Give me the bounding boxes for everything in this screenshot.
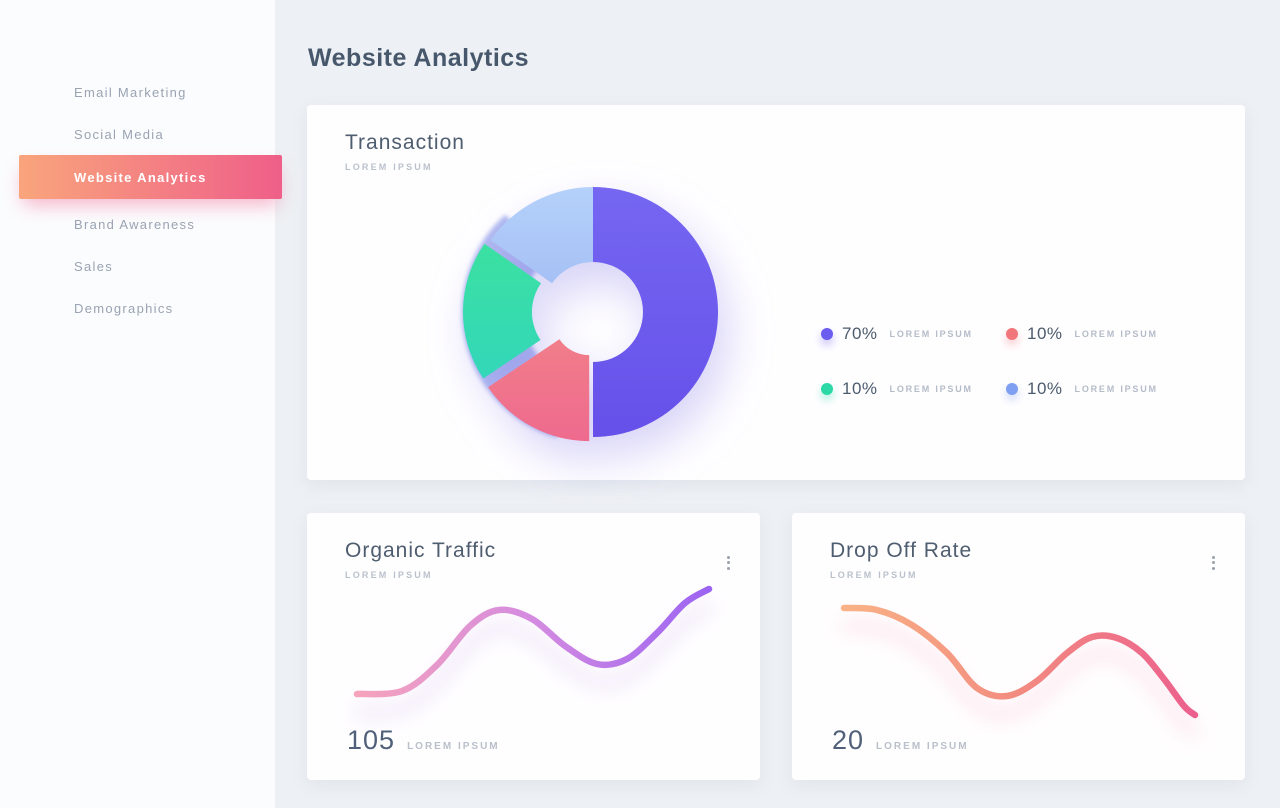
legend-dot-pink-icon	[1006, 328, 1018, 340]
drop-off-rate-stat-value: 20	[832, 725, 865, 755]
sidebar: Email Marketing Social Media Website Ana…	[0, 0, 282, 808]
legend-value: 70%	[842, 324, 878, 343]
organic-traffic-card: Organic Traffic LOREM IPSUM 105 LOREM IP…	[307, 513, 760, 780]
drop-off-rate-stat-label: LOREM IPSUM	[876, 741, 969, 752]
sidebar-item-email-marketing[interactable]: Email Marketing	[74, 84, 187, 100]
organic-traffic-stat-label: LOREM IPSUM	[407, 741, 500, 752]
sidebar-item-demographics[interactable]: Demographics	[74, 300, 174, 316]
page-title: Website Analytics	[308, 44, 530, 72]
legend-value: 10%	[1027, 324, 1063, 343]
drop-off-rate-subtitle: LOREM IPSUM	[830, 570, 918, 580]
drop-off-rate-stat: 20 LOREM IPSUM	[832, 725, 969, 756]
organic-traffic-header: Organic Traffic LOREM IPSUM	[345, 539, 496, 580]
sidebar-item-brand-awareness[interactable]: Brand Awareness	[74, 216, 196, 232]
transaction-card-header: Transaction LOREM IPSUM	[345, 131, 465, 172]
legend-item-purple: 70% LOREM IPSUM	[821, 324, 1006, 344]
drop-off-rate-card: Drop Off Rate LOREM IPSUM 20 LOREM IPSUM	[792, 513, 1245, 780]
sidebar-item-sales[interactable]: Sales	[74, 258, 114, 274]
organic-traffic-stat: 105 LOREM IPSUM	[347, 725, 500, 756]
legend-item-blue: 10% LOREM IPSUM	[1006, 379, 1158, 399]
transaction-card-title: Transaction	[345, 131, 465, 154]
organic-traffic-title: Organic Traffic	[345, 539, 497, 562]
legend-dot-blue-icon	[1006, 383, 1018, 395]
main-content: Website Analytics Transaction LOREM IPSU…	[275, 0, 1280, 808]
legend-item-green: 10% LOREM IPSUM	[821, 379, 1006, 399]
transaction-card-subtitle: LOREM IPSUM	[345, 162, 433, 172]
legend-item-pink: 10% LOREM IPSUM	[1006, 324, 1158, 344]
drop-off-rate-chart	[840, 604, 1199, 719]
kebab-icon	[1212, 555, 1215, 570]
donut-legend: 70% LOREM IPSUM 10% LOREM IPSUM 10% LORE…	[821, 324, 1158, 399]
legend-value: 10%	[1027, 379, 1063, 398]
transaction-donut-chart	[461, 187, 718, 442]
sidebar-item-website-analytics[interactable]: Website Analytics	[19, 155, 282, 199]
legend-value: 10%	[842, 379, 878, 398]
legend-label: LOREM IPSUM	[889, 329, 973, 339]
legend-dot-green-icon	[821, 383, 833, 395]
legend-dot-purple-icon	[821, 328, 833, 340]
organic-traffic-kebab-menu-button[interactable]	[719, 549, 738, 576]
organic-traffic-subtitle: LOREM IPSUM	[345, 570, 433, 580]
legend-label: LOREM IPSUM	[1074, 329, 1158, 339]
organic-traffic-chart	[353, 585, 713, 698]
drop-off-rate-title: Drop Off Rate	[830, 539, 973, 562]
legend-label: LOREM IPSUM	[1074, 384, 1158, 394]
drop-off-rate-kebab-menu-button[interactable]	[1204, 549, 1223, 576]
kebab-icon	[727, 555, 730, 570]
transaction-card: Transaction LOREM IPSUM 70% LOREM IPSUM …	[307, 105, 1245, 480]
drop-off-rate-header: Drop Off Rate LOREM IPSUM	[830, 539, 972, 580]
sidebar-nav: Email Marketing Social Media Website Ana…	[0, 0, 282, 329]
small-cards-row: Organic Traffic LOREM IPSUM 105 LOREM IP…	[307, 513, 1245, 780]
sidebar-item-social-media[interactable]: Social Media	[74, 126, 165, 142]
organic-traffic-stat-value: 105	[347, 725, 396, 755]
legend-label: LOREM IPSUM	[889, 384, 973, 394]
